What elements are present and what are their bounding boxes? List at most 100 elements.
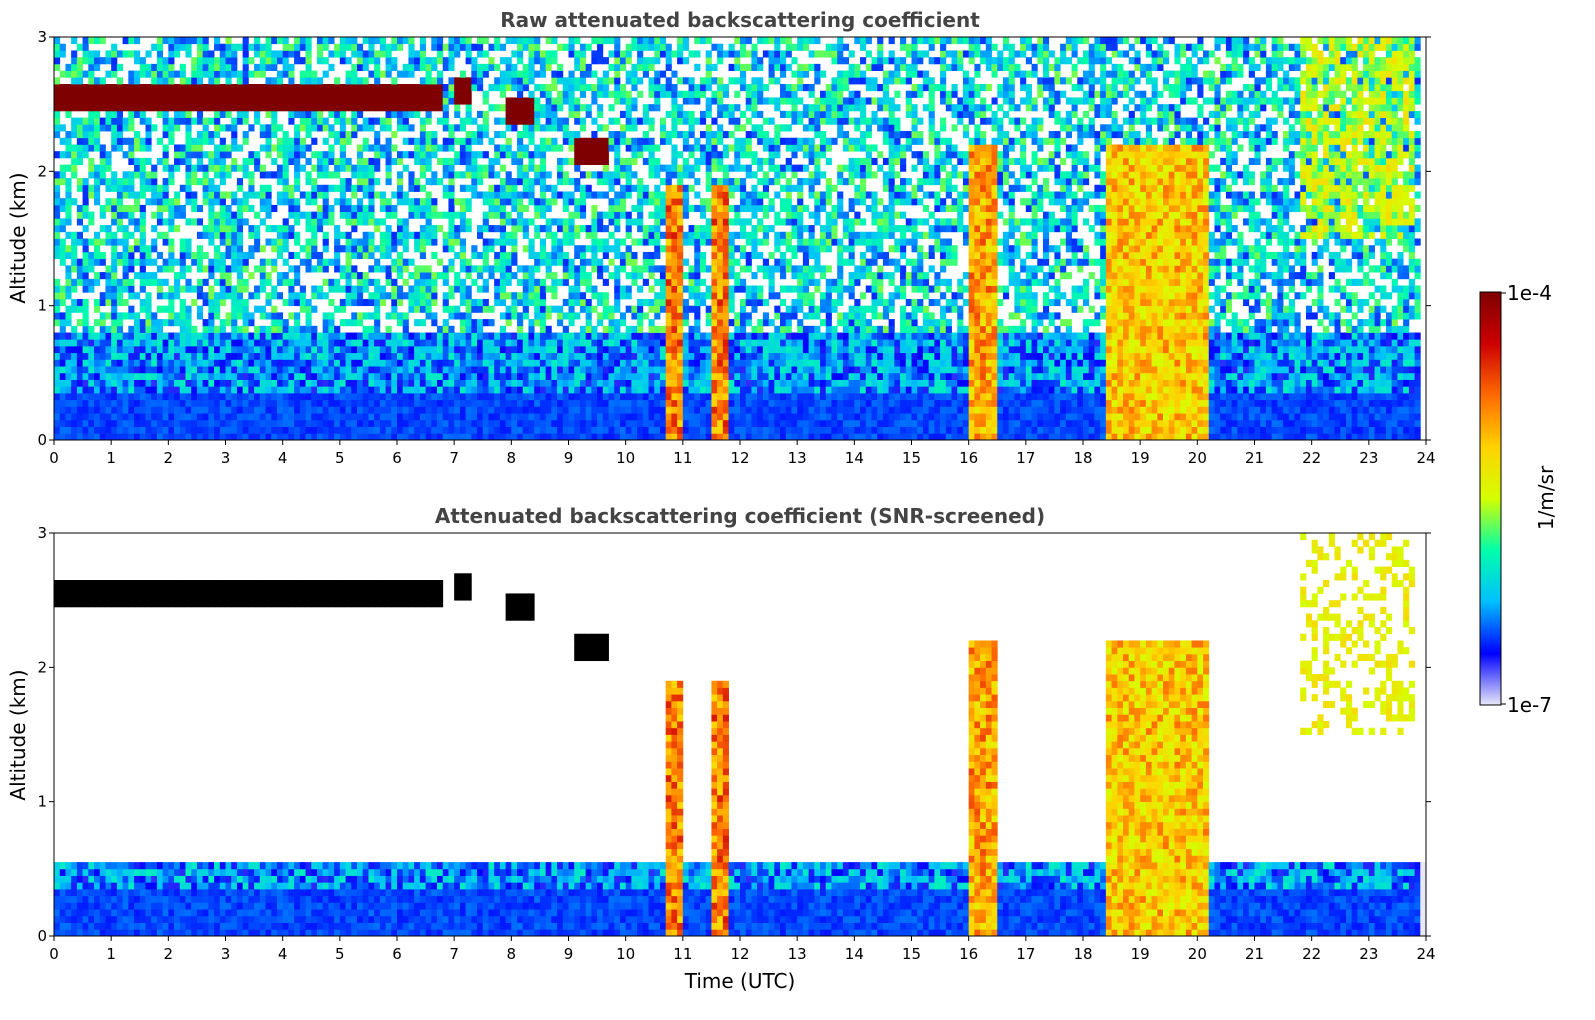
heatmap-cell — [294, 339, 300, 346]
heatmap-cell — [420, 339, 426, 346]
heatmap-cell — [248, 205, 254, 212]
heatmap-cell — [214, 225, 220, 232]
heatmap-cell — [248, 245, 254, 252]
heatmap-cell — [443, 212, 449, 219]
heatmap-cell — [77, 339, 83, 346]
heatmap-cell — [466, 299, 472, 306]
heatmap-cell — [237, 353, 243, 360]
heatmap-cell — [654, 427, 660, 434]
heatmap-cell — [243, 218, 249, 225]
heatmap-cell — [649, 104, 655, 111]
heatmap-cell — [203, 279, 209, 286]
heatmap-cell — [397, 386, 403, 393]
heatmap-cell — [368, 232, 374, 239]
heatmap-cell — [620, 400, 626, 407]
heatmap-cell — [243, 339, 249, 346]
heatmap-cell — [363, 279, 369, 286]
heatmap-cell — [123, 433, 129, 440]
heatmap-cell — [586, 185, 592, 192]
heatmap-cell — [128, 306, 134, 313]
heatmap-cell — [237, 259, 243, 266]
heatmap-cell — [94, 400, 100, 407]
heatmap-cell — [374, 427, 380, 434]
heatmap-cell — [60, 319, 66, 326]
heatmap-cell — [288, 366, 294, 373]
heatmap-cell — [311, 151, 317, 158]
heatmap-cell — [614, 218, 620, 225]
heatmap-cell — [214, 218, 220, 225]
heatmap-cell — [511, 400, 517, 407]
heatmap-cell — [391, 359, 397, 366]
heatmap-cell — [83, 339, 89, 346]
heatmap-cell — [603, 225, 609, 232]
heatmap-cell — [100, 292, 106, 299]
heatmap-cell — [414, 57, 420, 64]
heatmap-cell — [649, 366, 655, 373]
heatmap-cell — [391, 286, 397, 293]
heatmap-cell — [351, 333, 357, 340]
heatmap-cell — [523, 218, 529, 225]
heatmap-cell — [386, 232, 392, 239]
heatmap-cell — [100, 239, 106, 246]
heatmap-cell — [214, 158, 220, 165]
heatmap-cell — [574, 393, 580, 400]
heatmap-cell — [157, 198, 163, 205]
heatmap-cell — [134, 138, 140, 145]
heatmap-cell — [94, 232, 100, 239]
heatmap-cell — [151, 373, 157, 380]
heatmap-cell — [626, 104, 632, 111]
heatmap-cell — [660, 191, 666, 198]
heatmap-cell — [494, 386, 500, 393]
heatmap-cell — [134, 198, 140, 205]
heatmap-cell — [506, 178, 512, 185]
heatmap-cell — [431, 433, 437, 440]
heatmap-cell — [266, 312, 272, 319]
heatmap-cell — [631, 393, 637, 400]
heatmap-cell — [163, 433, 169, 440]
heatmap-cell — [386, 138, 392, 145]
heatmap-cell — [94, 57, 100, 64]
heatmap-cell — [546, 232, 552, 239]
heatmap-cell — [334, 279, 340, 286]
heatmap-cell — [437, 259, 443, 266]
heatmap-cell — [254, 366, 260, 373]
heatmap-cell — [77, 57, 83, 64]
heatmap-cell — [386, 212, 392, 219]
heatmap-cell — [191, 393, 197, 400]
heatmap-cell — [448, 366, 454, 373]
heatmap-cell — [346, 239, 352, 246]
heatmap-cell — [208, 165, 214, 172]
heatmap-cell — [157, 333, 163, 340]
heatmap-cell — [546, 171, 552, 178]
heatmap-cell — [643, 158, 649, 165]
heatmap-cell — [208, 71, 214, 78]
heatmap-cell — [649, 333, 655, 340]
heatmap-cell — [403, 84, 409, 91]
heatmap-cell — [523, 299, 529, 306]
heatmap-cell — [671, 151, 677, 158]
heatmap-cell — [214, 185, 220, 192]
heatmap-cell — [151, 212, 157, 219]
heatmap-cell — [346, 292, 352, 299]
heatmap-cell — [517, 413, 523, 420]
heatmap-cell — [614, 420, 620, 427]
heatmap-cell — [386, 420, 392, 427]
heatmap-cell — [443, 386, 449, 393]
heatmap-cell — [54, 420, 60, 427]
heatmap-cell — [54, 366, 60, 373]
heatmap-cell — [185, 420, 191, 427]
heatmap-cell — [649, 118, 655, 125]
heatmap-cell — [288, 71, 294, 78]
heatmap-cell — [483, 151, 489, 158]
heatmap-cell — [448, 339, 454, 346]
heatmap-cell — [128, 386, 134, 393]
heatmap-cell — [231, 299, 237, 306]
heatmap-cell — [306, 91, 312, 98]
heatmap-cell — [540, 171, 546, 178]
heatmap-cell — [540, 212, 546, 219]
heatmap-cell — [231, 420, 237, 427]
heatmap-cell — [551, 144, 557, 151]
heatmap-cell — [397, 151, 403, 158]
heatmap-cell — [620, 406, 626, 413]
heatmap-cell — [226, 292, 232, 299]
